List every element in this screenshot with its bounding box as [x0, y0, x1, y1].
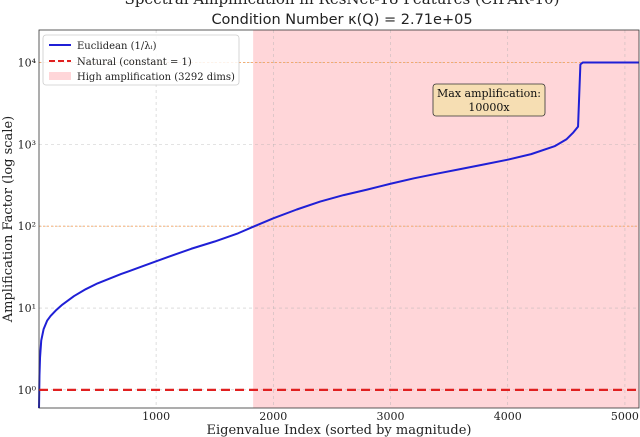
- x-tick-label: 3000: [377, 410, 405, 423]
- y-axis-label: Amplification Factor (log scale): [1, 116, 16, 323]
- annotation-line1: Max amplification:: [437, 87, 541, 100]
- max-amplification-annotation: Max amplification: 10000x: [432, 83, 546, 117]
- tick-labels: 1000 2000 3000 4000 5000 10⁰ 10¹ 10² 10³ 10⁴: [18, 57, 639, 423]
- y-tick-label: 10⁴: [18, 57, 37, 70]
- legend-box: [42, 34, 240, 86]
- plot-frame: [38, 29, 640, 409]
- x-tick-label: 4000: [494, 410, 522, 423]
- y-tick-label: 10³: [18, 138, 36, 151]
- x-axis-label: Eigenvalue Index (sorted by magnitude): [206, 423, 471, 437]
- chart-title-line2: Condition Number κ(Q) = 2.71e+05: [211, 12, 472, 28]
- legend-natural-label: Natural (constant = 1): [77, 57, 192, 68]
- legend-region-swatch: [49, 72, 71, 80]
- series-layer: [38, 61, 639, 409]
- x-tick-label: 1000: [142, 410, 170, 423]
- x-tick-label: 5000: [611, 410, 639, 423]
- y-tick-label: 10¹: [18, 302, 36, 315]
- chart-title-line1: Spectral Amplification in ResNet-18 Feat…: [125, 0, 560, 8]
- legend-region-label: High amplification (3292 dims): [77, 72, 235, 83]
- annotation-line2: 10000x: [468, 101, 510, 114]
- legend-euclidean-label: Euclidean (1/λᵢ): [77, 41, 157, 52]
- x-tick-label: 2000: [259, 410, 287, 423]
- y-tick-label: 10²: [18, 220, 36, 233]
- y-tick-label: 10⁰: [18, 384, 37, 397]
- legend: Euclidean (1/λᵢ) Natural (constant = 1) …: [42, 34, 240, 86]
- euclidean-series-line: [38, 61, 639, 409]
